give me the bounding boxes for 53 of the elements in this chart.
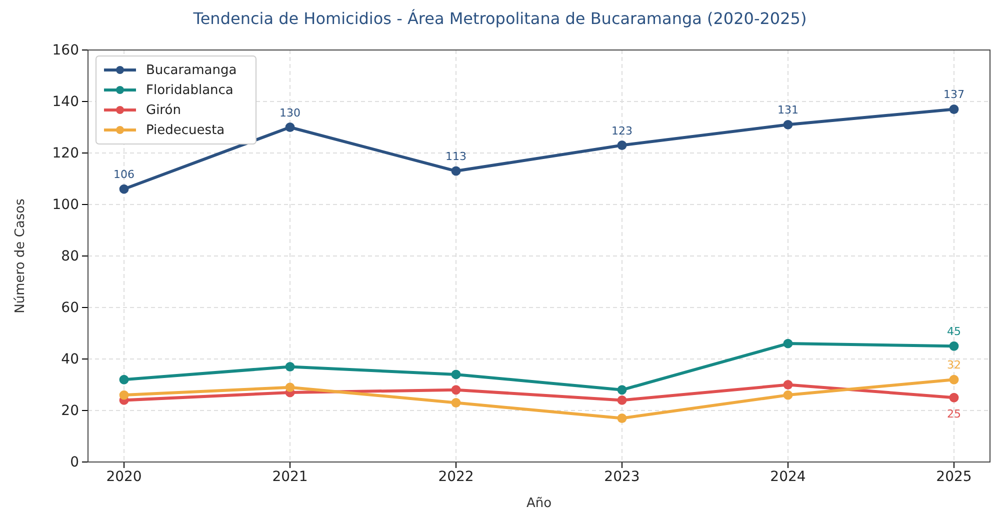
- point: [617, 395, 627, 405]
- point: [949, 392, 959, 402]
- data-label: 123: [611, 124, 632, 138]
- point: [949, 341, 959, 351]
- point: [451, 166, 461, 176]
- y-tick-label: 160: [52, 42, 79, 58]
- legend-label: Girón: [146, 103, 181, 118]
- x-tick-label: 2020: [106, 468, 142, 485]
- point: [783, 120, 793, 130]
- data-label: 131: [777, 104, 798, 117]
- x-tick-label: 2023: [604, 468, 640, 485]
- point: [285, 382, 295, 392]
- data-label: 25: [946, 408, 961, 421]
- y-tick-label: 100: [52, 196, 79, 213]
- point: [119, 374, 129, 384]
- point: [949, 374, 959, 384]
- y-tick-label: 20: [61, 402, 79, 419]
- point: [451, 370, 461, 380]
- point: [783, 390, 793, 400]
- x-tick-label: 2025: [936, 468, 972, 485]
- data-label: 32: [946, 358, 961, 372]
- y-tick-label: 40: [61, 351, 79, 368]
- point: [949, 104, 959, 114]
- point: [617, 414, 627, 423]
- point: [451, 385, 461, 395]
- x-axis-title: Año: [526, 496, 552, 511]
- data-label: 106: [114, 168, 135, 182]
- point: [119, 390, 129, 400]
- point: [783, 338, 793, 348]
- legend-label: Bucaramanga: [146, 63, 237, 78]
- data-label: 130: [280, 106, 301, 120]
- point: [285, 362, 295, 372]
- chart-title: Tendencia de Homicidios - Área Metropolitana de Bucaramanga (2020-2025): [192, 9, 807, 28]
- point: [119, 184, 129, 194]
- legend-label: Piedecuesta: [146, 123, 225, 138]
- legend-label: Floridablanca: [146, 83, 234, 98]
- x-tick-label: 2022: [438, 468, 474, 485]
- y-tick-label: 80: [61, 248, 79, 264]
- data-label: 137: [943, 88, 964, 102]
- y-tick-label: 60: [61, 300, 79, 316]
- point: [617, 385, 627, 395]
- y-tick-label: 140: [52, 94, 79, 110]
- y-tick-label: 0: [70, 454, 79, 470]
- point: [783, 380, 793, 390]
- y-axis-title: Número de Casos: [13, 198, 28, 314]
- data-label: 113: [446, 150, 467, 164]
- x-tick-label: 2024: [770, 468, 806, 485]
- point: [451, 398, 461, 408]
- point: [285, 122, 295, 132]
- point: [617, 140, 627, 150]
- x-tick-label: 2021: [272, 468, 308, 485]
- data-label: 45: [946, 325, 961, 338]
- y-tick-label: 120: [52, 145, 79, 162]
